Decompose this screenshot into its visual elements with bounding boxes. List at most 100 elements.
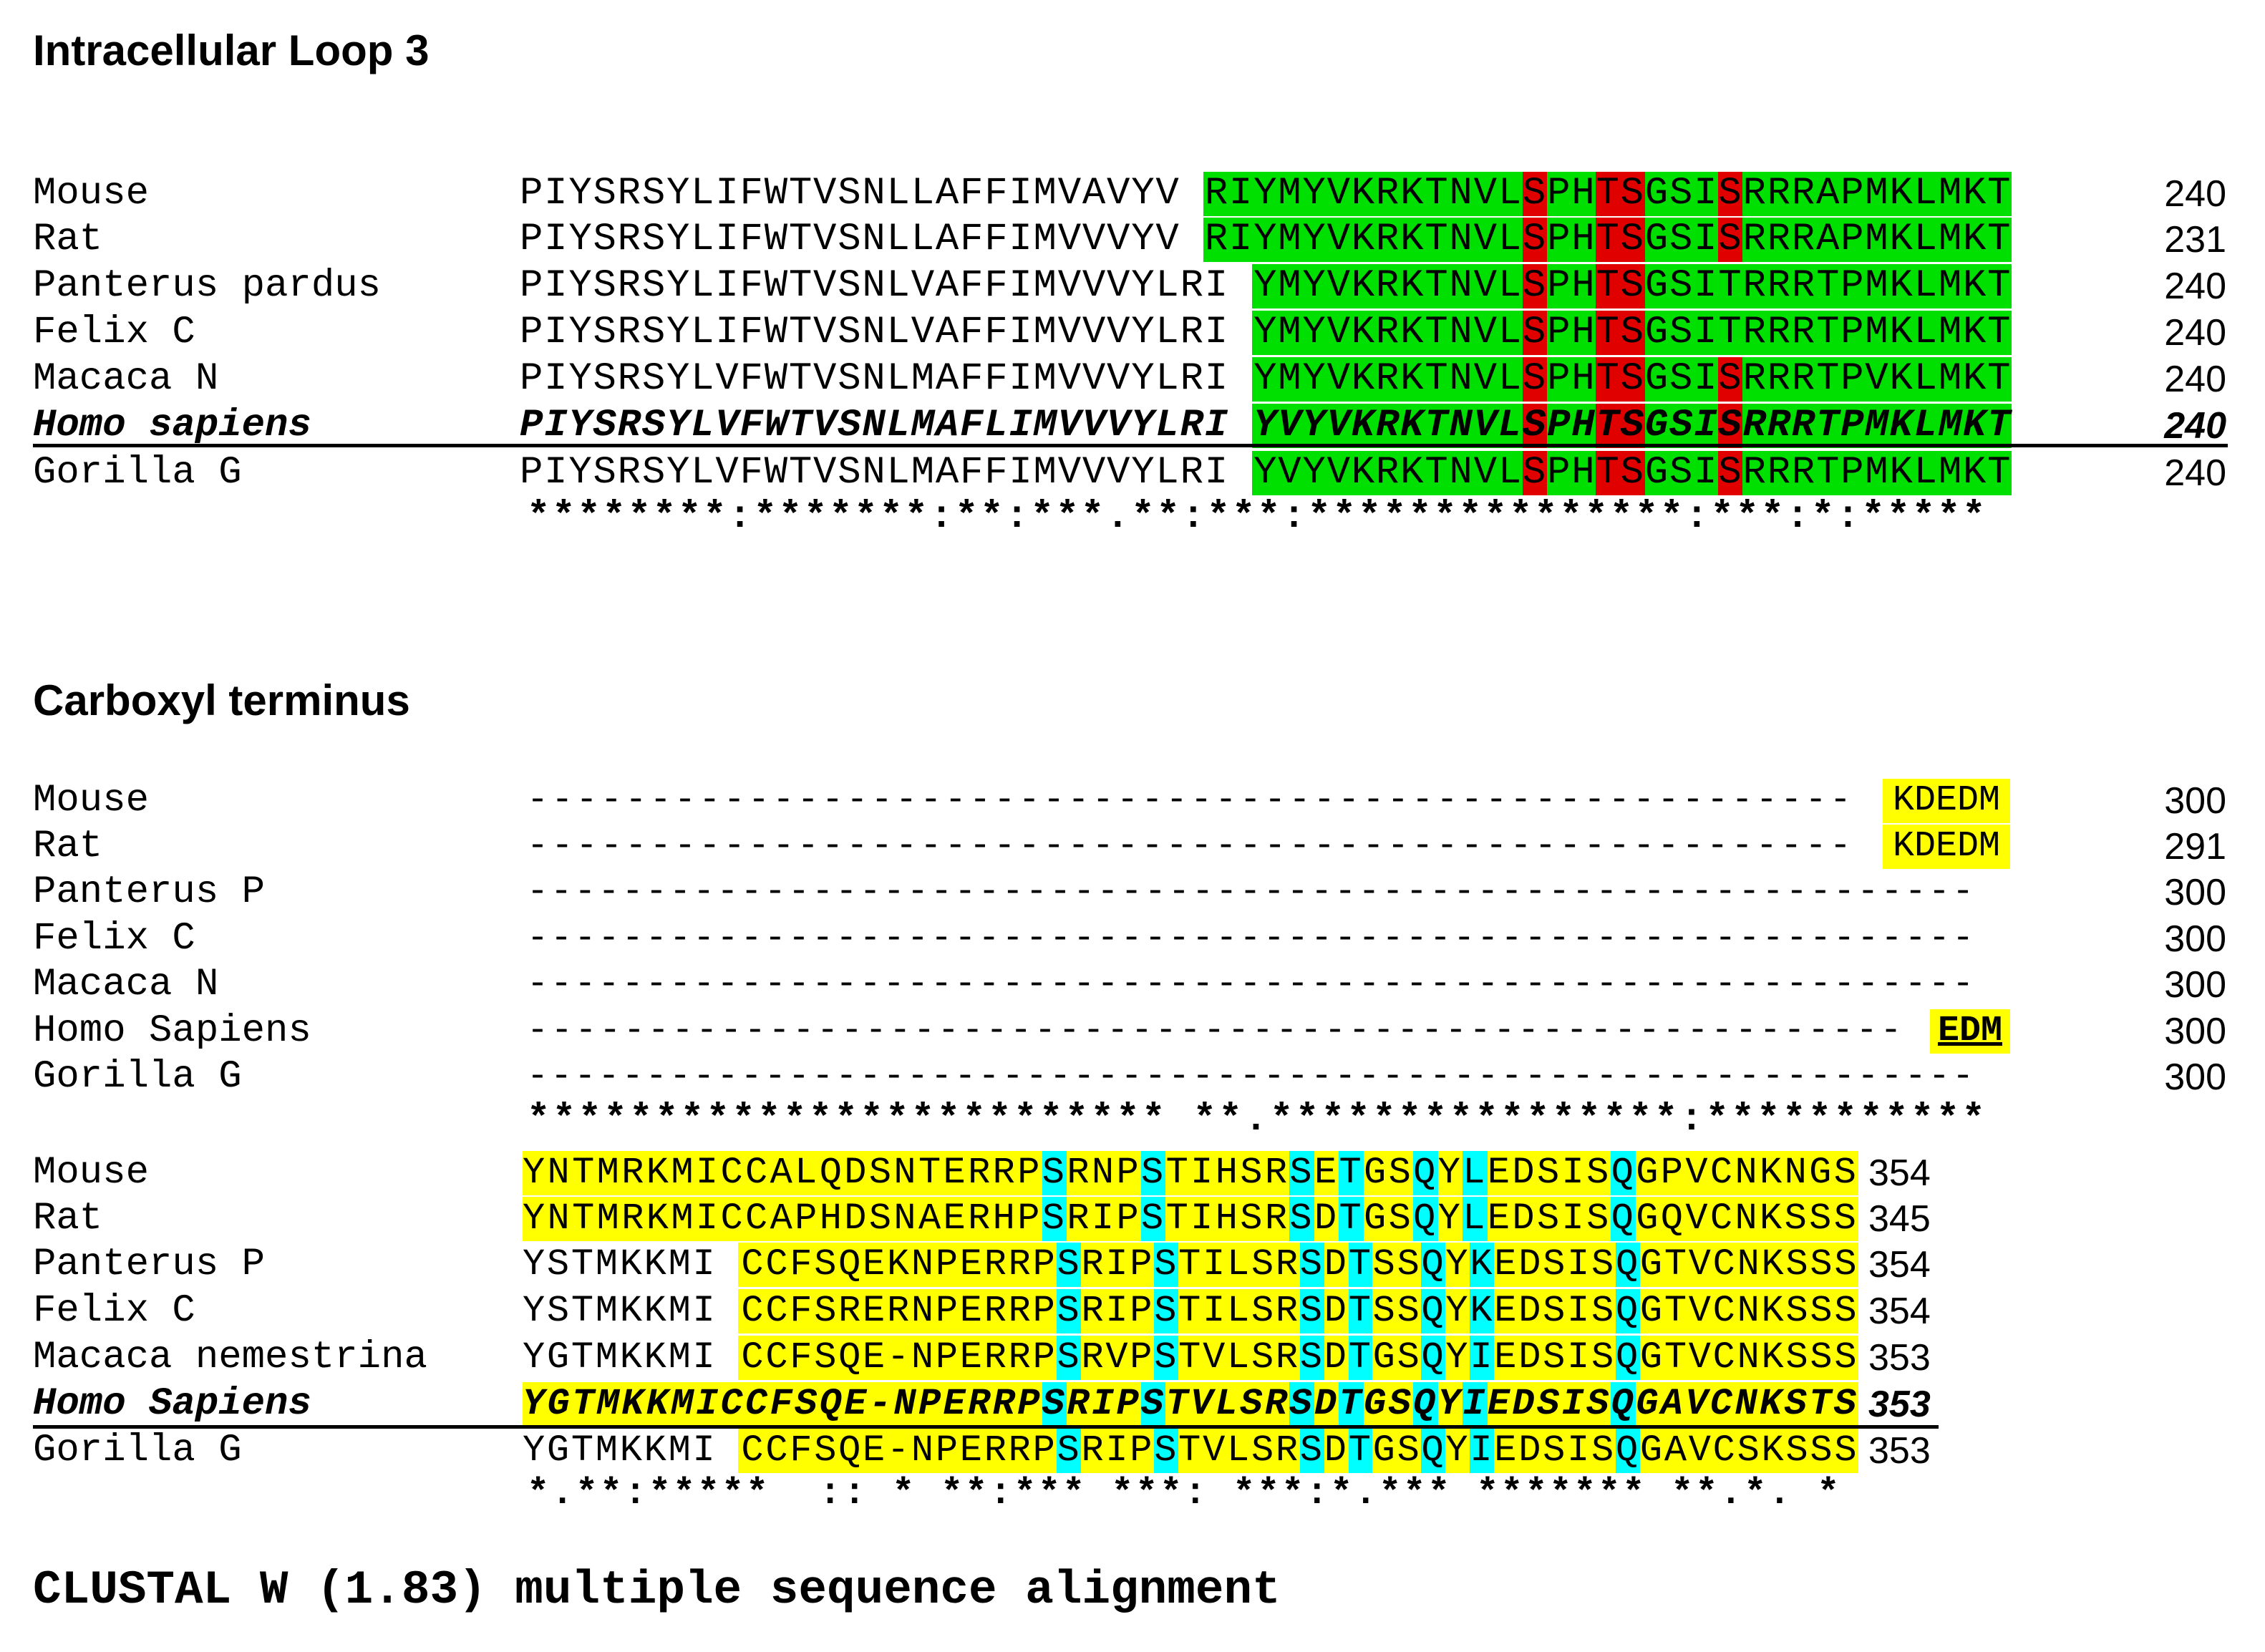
sequence: YGTMKKMI CCFSQE-NPERRPSRVPSTVLSRSDTGSQYI…	[523, 1336, 1859, 1379]
phospho-site-highlight	[1413, 1197, 1438, 1241]
phospho-site-highlight	[1718, 357, 1743, 402]
c-terminal-motif: KDEDM	[1892, 826, 2001, 867]
species-label: Felix C	[33, 1289, 195, 1333]
phospho-site-highlight	[1299, 1243, 1324, 1287]
c-terminal-motif: EDM	[1937, 1011, 2002, 1051]
phospho-site-highlight	[1057, 1289, 1082, 1333]
phospho-site-highlight	[1620, 357, 1645, 402]
phospho-site-highlight	[1522, 218, 1547, 262]
residue-number: 353	[1868, 1337, 1931, 1379]
consensus-line: ************************* **.***********…	[527, 1098, 1988, 1142]
phospho-site-highlight	[1421, 1243, 1446, 1287]
phospho-site-highlight	[1140, 1382, 1166, 1427]
sequence: PIYSRSYLIFWTVSNLLAFFIMVVVYV RIYMYVKRKTNV…	[520, 218, 2012, 261]
alignment-row: Panterus P ------------------------------…	[0, 869, 2265, 916]
sequence: YNTMRKMICCAPHDSNAERHPSRIPSTIHSRSDTGSQYLE…	[523, 1197, 1859, 1240]
gap-sequence: ----------------------------------------…	[527, 1056, 1977, 1097]
phospho-site-highlight	[1348, 1429, 1373, 1473]
species-label: Gorilla G	[33, 1055, 242, 1099]
phospho-site-highlight	[1718, 404, 1743, 448]
residue-number: 300	[2164, 964, 2226, 1006]
phospho-site-highlight	[1057, 1243, 1082, 1287]
species-label: Panterus pardus	[33, 264, 382, 308]
sequence: PIYSRSYLVFWTVSNLMAFFIMVVVYLRI YVYVKRKTNV…	[520, 451, 2012, 495]
phospho-site-highlight	[1615, 1429, 1640, 1473]
phospho-site-highlight	[1596, 451, 1621, 495]
alignment-row: Felix C PIYSRSYLIFWTVSNLVAFFIMVVVYLRI YMY…	[0, 309, 2265, 356]
phospho-site-highlight	[1289, 1197, 1314, 1241]
sequence: YGTMKKMICCFSQE-NPERRPSRIPSTVLSRSDTGSQYIE…	[523, 1383, 1859, 1425]
residue-number: 353	[1868, 1430, 1931, 1472]
gap-sequence: ----------------------------------------…	[527, 964, 1977, 1005]
phospho-site-highlight	[1154, 1336, 1179, 1380]
phospho-site-highlight	[1522, 451, 1547, 495]
species-label: Gorilla G	[33, 451, 242, 495]
phospho-site-highlight	[1289, 1151, 1314, 1195]
species-label: Mouse	[33, 779, 150, 822]
alignment-row: Mouse -----------------------------------…	[0, 777, 2265, 825]
phospho-site-highlight	[1620, 311, 1645, 355]
phospho-site-highlight	[1611, 1382, 1636, 1427]
alignment-row: Gorilla G YGTMKKMI CCFSQE-NPERRPSRIPSTVLS…	[0, 1427, 2265, 1474]
conserved-region-highlight	[523, 1382, 1858, 1427]
phospho-site-highlight	[1522, 357, 1547, 402]
species-label: Macaca N	[33, 357, 219, 401]
sequence: PIYSRSYLIFWTVSNLLAFFIMVAVYV RIYMYVKRKTNV…	[520, 172, 2012, 215]
phospho-site-highlight	[1470, 1289, 1495, 1333]
species-label: Macaca nemestrina	[33, 1336, 427, 1379]
species-label: Rat	[33, 218, 103, 261]
section-title-intracellular-loop: Intracellular Loop 3	[33, 26, 430, 74]
phospho-site-highlight	[1463, 1382, 1488, 1427]
phospho-site-highlight	[1140, 1197, 1166, 1241]
reference-underline	[33, 1425, 1939, 1429]
alignment-row: Felix C YSTMKKMI CCFSRERNPERRPSRIPSTILSRS…	[0, 1288, 2265, 1335]
species-label: Rat	[33, 825, 103, 868]
phospho-site-highlight	[1470, 1243, 1495, 1287]
species-label: Felix C	[33, 311, 195, 354]
alignment-row: Homo sapiens PIYSRSYLVFWTVSNLMAFLIMVVVYLR…	[0, 402, 2265, 450]
alignment-row: Rat -------------------------------------…	[0, 823, 2265, 870]
phospho-site-highlight	[1413, 1151, 1438, 1195]
phospho-site-highlight	[1339, 1197, 1364, 1241]
c-terminal-motif: KDEDM	[1892, 780, 2001, 821]
residue-number: 240	[2164, 173, 2226, 215]
residue-number: 354	[1868, 1291, 1931, 1332]
phospho-site-highlight	[1522, 264, 1547, 308]
phospho-site-highlight	[1596, 311, 1621, 355]
residue-number: 240	[2164, 266, 2226, 307]
species-label: Gorilla G	[33, 1429, 242, 1472]
phospho-site-highlight	[1611, 1151, 1636, 1195]
phospho-site-highlight	[1154, 1429, 1179, 1473]
residue-number: 300	[2164, 780, 2226, 822]
residue-number: 291	[2164, 826, 2226, 868]
species-label: Felix C	[33, 917, 195, 961]
phospho-site-highlight	[1154, 1289, 1179, 1333]
sequence: PIYSRSYLIFWTVSNLVAFFIMVVVYLRI YMYVKRKTNV…	[520, 264, 2012, 308]
phospho-site-highlight	[1348, 1243, 1373, 1287]
alignment-row: Rat PIYSRSYLIFWTVSNLLAFFIMVVVYV RIYMYVKRK…	[0, 216, 2265, 263]
conserved-region-highlight	[738, 1336, 1858, 1380]
alignment-row: Mouse YNTMRKMICCALQDSNTERRPSRNPSTIHSRSETG…	[0, 1150, 2265, 1197]
gap-sequence: ----------------------------------------…	[527, 826, 1855, 867]
reference-underline	[33, 444, 2228, 447]
phospho-site-highlight	[1289, 1382, 1314, 1427]
residue-number: 240	[2164, 359, 2226, 400]
gap-sequence: ----------------------------------------…	[527, 918, 1977, 959]
phospho-site-highlight	[1615, 1243, 1640, 1287]
residue-number: 240	[2164, 405, 2226, 447]
species-label: Homo sapiens	[33, 404, 311, 447]
gap-sequence: ----------------------------------------…	[527, 1011, 1905, 1051]
phospho-site-highlight	[1057, 1336, 1082, 1380]
residue-number: 231	[2164, 219, 2226, 261]
phospho-site-highlight	[1339, 1382, 1364, 1427]
sequence: YSTMKKMI CCFSQEKNPERRPSRIPSTILSRSDTSSQYK…	[523, 1243, 1859, 1286]
phospho-site-highlight	[1620, 404, 1645, 448]
phospho-site-highlight	[1421, 1429, 1446, 1473]
gap-sequence: ----------------------------------------…	[527, 872, 1977, 913]
phospho-site-highlight	[1299, 1429, 1324, 1473]
residue-number: 300	[2164, 918, 2226, 960]
phospho-site-highlight	[1522, 311, 1547, 355]
phospho-site-highlight	[1615, 1336, 1640, 1380]
phospho-site-highlight	[1042, 1382, 1067, 1427]
residue-number: 300	[2164, 1056, 2226, 1098]
